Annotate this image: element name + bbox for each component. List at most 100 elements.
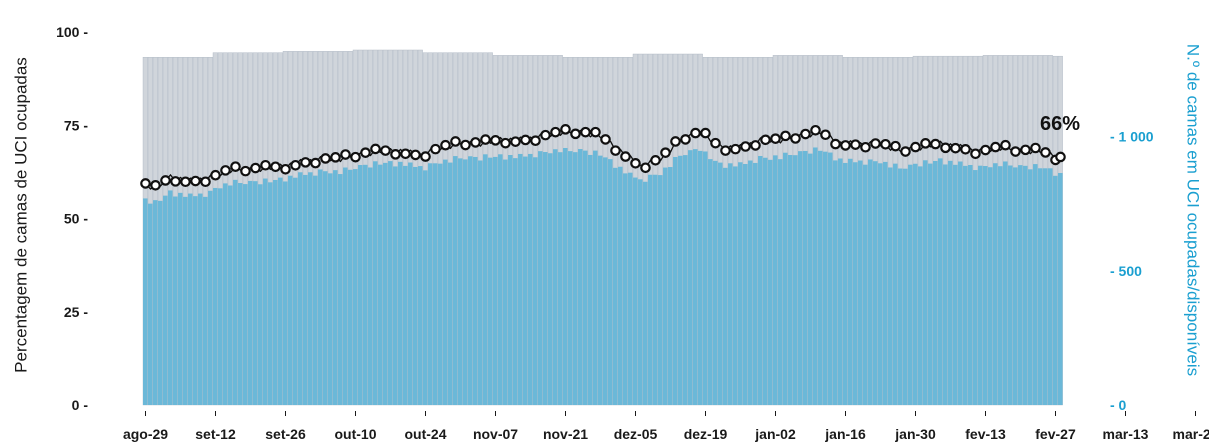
occupied-bar (803, 150, 808, 405)
percentage-point (990, 141, 1001, 153)
percentage-point (1000, 139, 1011, 151)
percentage-point (410, 149, 421, 161)
occupied-bar (403, 165, 408, 405)
y-tick-right: - 1 000 (1110, 129, 1154, 145)
occupied-bar (218, 188, 223, 405)
occupied-bar (898, 168, 903, 405)
occupied-bar (303, 174, 308, 405)
y-tick-left: 100 - (56, 24, 88, 40)
percentage-point (520, 134, 531, 146)
percentage-point (1010, 146, 1021, 157)
percentage-point (420, 151, 431, 162)
occupied-bar (833, 160, 838, 405)
x-tick-label: set-26 (265, 426, 306, 442)
occupied-bar (233, 179, 238, 405)
occupied-bar (1058, 173, 1063, 405)
percentage-point (220, 165, 231, 176)
occupied-bar (948, 160, 953, 405)
percentage-point (940, 142, 951, 154)
y-tick-left: 75 - (64, 117, 88, 133)
occupied-bar (463, 159, 468, 405)
occupied-bar (543, 152, 548, 405)
occupied-bar (198, 193, 203, 405)
occupied-bar (573, 152, 578, 405)
occupied-bar (863, 164, 868, 405)
percentage-point (210, 169, 221, 181)
occupied-bar (828, 152, 833, 405)
percentage-point (440, 139, 451, 151)
y-axis-right-title: N.º de camas em UCI ocupadas/disponíveis (1184, 44, 1203, 376)
occupied-bar (953, 164, 958, 405)
occupied-bar (523, 156, 528, 405)
occupied-bar (813, 147, 818, 405)
occupied-bar (618, 166, 623, 405)
occupied-bar (628, 172, 633, 405)
percentage-point (530, 135, 541, 147)
percentage-point (1055, 151, 1066, 163)
occupied-bar (443, 159, 448, 405)
occupied-bar (423, 170, 428, 405)
percentage-point (590, 126, 601, 138)
occupied-bar (778, 159, 783, 405)
percentage-point (630, 157, 641, 169)
occupied-bar (658, 175, 663, 405)
percentage-point (800, 128, 811, 140)
occupied-bar (373, 161, 378, 405)
percentage-point (920, 138, 931, 149)
occupied-bar (938, 158, 943, 405)
percentage-point (780, 130, 791, 142)
occupied-bar (1018, 165, 1023, 405)
percentage-point (1040, 147, 1051, 158)
percentage-point (370, 143, 381, 155)
occupied-bar (583, 150, 588, 405)
occupied-bar (173, 196, 178, 405)
occupied-bar (468, 156, 473, 405)
occupied-bar (438, 163, 443, 405)
x-tick-label: jan-16 (824, 426, 866, 442)
percentage-point (870, 138, 881, 149)
occupied-bar (168, 190, 173, 405)
occupied-bar (873, 161, 878, 405)
occupied-bar (558, 152, 563, 405)
occupied-bar (1008, 165, 1013, 405)
occupied-bar (993, 163, 998, 405)
occupied-bar (923, 160, 928, 405)
occupied-bar (533, 157, 538, 405)
percentage-point (880, 138, 891, 150)
percentage-point (500, 137, 511, 149)
last-value-annotation: 66% (1040, 113, 1080, 135)
occupied-bar (193, 196, 198, 405)
percentage-point (550, 126, 561, 138)
occupied-bar (563, 147, 568, 405)
occupied-bar (513, 158, 518, 405)
occupied-bar (708, 159, 713, 405)
occupied-bar (673, 157, 678, 405)
percentage-point (810, 124, 821, 136)
occupied-bar (698, 150, 703, 405)
percentage-point (760, 134, 771, 146)
percentage-point (930, 138, 941, 150)
x-tick-label: dez-19 (684, 426, 728, 442)
occupied-bar (363, 164, 368, 405)
occupied-bar (578, 149, 583, 405)
percentage-point (540, 129, 551, 141)
occupied-bar (478, 160, 483, 405)
occupied-bar (963, 165, 968, 405)
occupied-bar (738, 162, 743, 405)
occupied-bar (723, 167, 728, 405)
percentage-point (790, 133, 801, 144)
occupied-bar (613, 167, 618, 405)
occupied-bar (973, 170, 978, 405)
bars-layer (142, 49, 1063, 406)
occupied-bar (593, 150, 598, 405)
occupied-bar (348, 169, 353, 405)
occupied-bar (853, 162, 858, 405)
occupied-bar (308, 172, 313, 405)
x-tick-label: out-10 (335, 426, 377, 442)
occupied-bar (818, 150, 823, 405)
y-tick-left: 25 - (64, 304, 88, 320)
percentage-point (1020, 144, 1031, 156)
percentage-point (620, 151, 631, 162)
occupied-bar (473, 156, 478, 405)
